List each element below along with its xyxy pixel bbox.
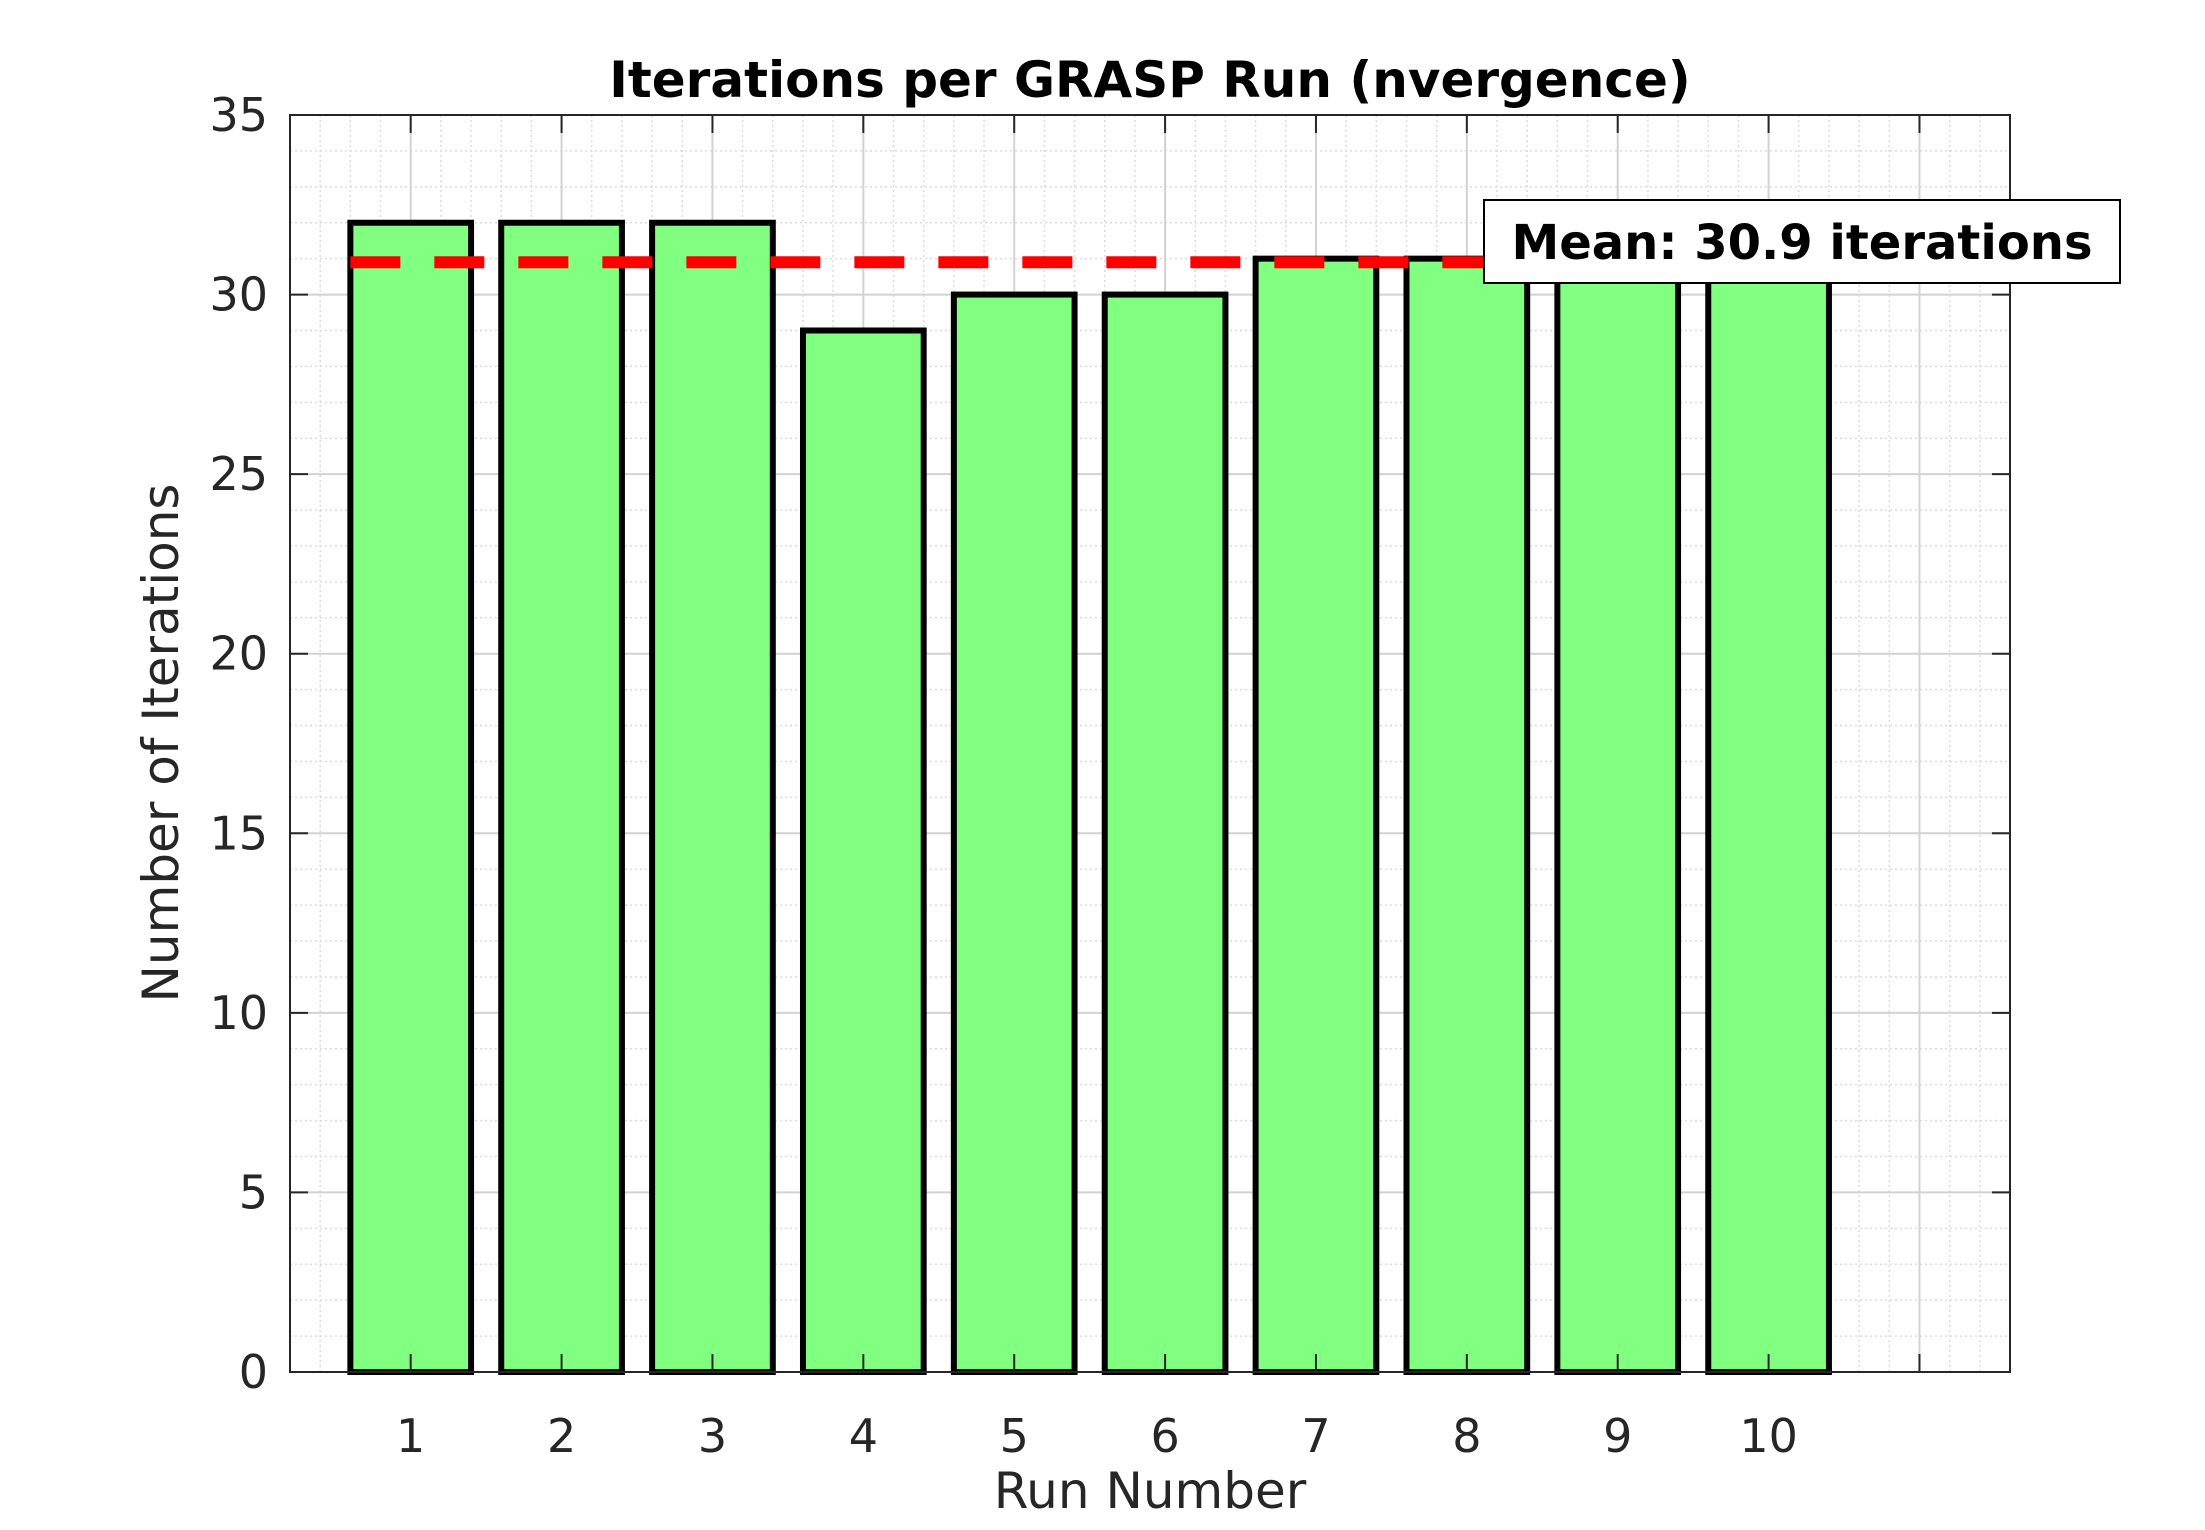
bar-run-7	[1252, 255, 1380, 1376]
x-tick-label: 3	[698, 1409, 727, 1463]
bar-run-1	[347, 219, 475, 1376]
x-tick-label: 7	[1301, 1409, 1330, 1463]
bars	[347, 219, 1832, 1376]
x-axis-label: Run Number	[994, 1462, 1307, 1520]
x-tick-label: 4	[849, 1409, 878, 1463]
x-tick-label: 9	[1603, 1409, 1632, 1463]
y-tick-label: 10	[209, 986, 268, 1040]
y-tick-labels: 0 5 10 15 20 25 30 35	[209, 88, 268, 1399]
mean-annotation: Mean: 30.9 iterations	[1483, 199, 2121, 284]
x-tick-label: 5	[1000, 1409, 1029, 1463]
bar-run-8	[1403, 255, 1531, 1376]
y-tick-label: 20	[209, 627, 268, 681]
x-tick-labels: 1 2 3 4 5 6 7 8 9 10	[396, 1409, 1798, 1463]
bar-run-9	[1554, 255, 1682, 1376]
bar-run-3	[649, 219, 776, 1376]
bar-run-5	[950, 291, 1078, 1376]
y-tick-label: 5	[239, 1165, 268, 1219]
x-tick-label: 6	[1150, 1409, 1179, 1463]
x-tick-label: 1	[396, 1409, 425, 1463]
bar-run-2	[498, 219, 625, 1376]
y-tick-label: 30	[209, 268, 268, 322]
y-tick-label: 25	[209, 447, 268, 501]
axis-ticks	[290, 114, 2010, 1373]
mean-annotation-box	[1483, 199, 2121, 284]
y-tick-label: 0	[239, 1345, 268, 1399]
x-tick-label: 10	[1739, 1409, 1798, 1463]
x-tick-label: 8	[1452, 1409, 1481, 1463]
mean-annotation-label: Mean: 30.9 iterations	[1511, 215, 2092, 271]
bar-run-10	[1705, 255, 1832, 1376]
y-tick-label: 35	[209, 88, 268, 142]
bar-run-6	[1101, 291, 1229, 1376]
chart-title: Iterations per GRASP Run (nvergence)	[609, 51, 1690, 109]
y-tick-label: 15	[209, 806, 268, 860]
x-tick-label: 2	[547, 1409, 576, 1463]
bar-run-4	[799, 327, 927, 1375]
y-axis-label: Number of Iterations	[132, 484, 190, 1003]
plot-frame	[289, 114, 2011, 1373]
